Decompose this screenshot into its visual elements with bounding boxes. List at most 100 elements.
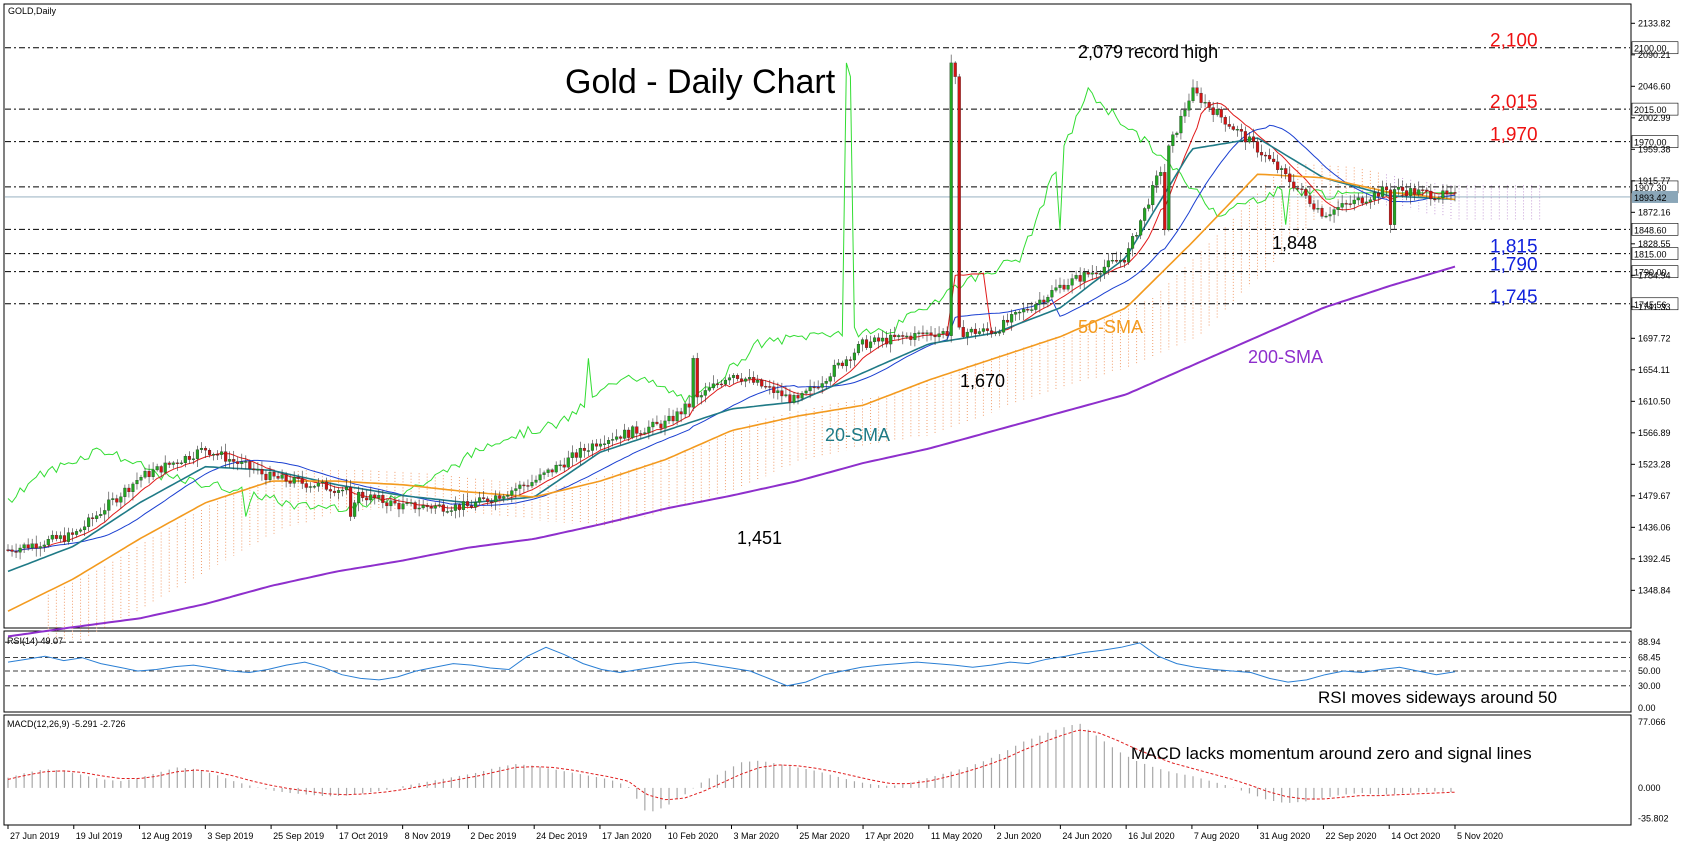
- candle-body: [780, 390, 784, 397]
- candle-body: [1175, 132, 1179, 135]
- candle-body: [1046, 296, 1050, 303]
- candle-body: [510, 490, 514, 496]
- candle-body: [1441, 190, 1445, 199]
- candle-body: [1368, 199, 1372, 203]
- candle-body: [1437, 197, 1441, 200]
- candle-body: [1106, 260, 1110, 268]
- candle-body: [800, 393, 804, 399]
- current-price-tag: 1893.42: [1634, 193, 1667, 203]
- candle-body: [1090, 272, 1094, 275]
- label-sma50: 50-SMA: [1078, 317, 1143, 337]
- candle-body: [340, 489, 345, 492]
- rsi-tick-label: 50.00: [1638, 666, 1661, 676]
- candle-body: [848, 359, 852, 361]
- candle-body: [715, 383, 719, 385]
- candle-body: [1312, 203, 1316, 210]
- candle-body: [292, 477, 296, 484]
- candle-body: [353, 502, 357, 517]
- symbol-label: GOLD,Daily: [8, 6, 57, 16]
- candle-body: [465, 501, 470, 506]
- candle-body: [1251, 136, 1256, 142]
- sma200-line: [7, 265, 1456, 638]
- candle-body: [1114, 259, 1118, 262]
- kijun-line: [7, 124, 1456, 552]
- candle-body: [1118, 259, 1123, 262]
- candle-body: [695, 358, 699, 398]
- candle-body: [675, 411, 679, 422]
- candle-body: [1179, 115, 1183, 134]
- candle-body: [336, 490, 341, 493]
- y-tick-label: 1784.94: [1638, 270, 1671, 280]
- candle-body: [768, 386, 772, 388]
- candle-body: [1284, 168, 1288, 175]
- candle-body: [1344, 203, 1348, 205]
- x-tick-label: 25 Sep 2019: [273, 831, 324, 841]
- x-tick-label: 22 Sep 2020: [1325, 831, 1376, 841]
- candle-body: [397, 503, 401, 510]
- candle-body: [1042, 299, 1046, 303]
- candle-body: [228, 459, 232, 462]
- candle-body: [1006, 319, 1010, 323]
- candle-body: [264, 473, 268, 480]
- candle-body: [1364, 201, 1368, 204]
- candle-body: [1336, 207, 1340, 210]
- candle-body: [643, 432, 647, 434]
- candle-body: [328, 489, 333, 492]
- candle-body: [1372, 192, 1376, 200]
- candle-body: [107, 499, 111, 511]
- sma50-line: [7, 173, 1456, 612]
- candle-body: [1247, 136, 1251, 143]
- x-tick-label: 7 Aug 2020: [1194, 831, 1240, 841]
- candle-body: [1352, 199, 1356, 205]
- candle-body: [1018, 311, 1022, 314]
- candle-body: [1360, 197, 1364, 204]
- candle-body: [570, 452, 574, 458]
- candle-body: [131, 483, 135, 493]
- candle-body: [897, 335, 901, 338]
- candle-body: [183, 456, 187, 464]
- candle-body: [1259, 152, 1264, 156]
- candle-body: [369, 494, 373, 501]
- candle-body: [54, 534, 58, 539]
- macd-annotation: MACD lacks momentum around zero and sign…: [1131, 744, 1532, 763]
- candle-body: [1026, 309, 1030, 311]
- candle-body: [522, 484, 526, 487]
- candle-body: [526, 485, 530, 487]
- candle-body: [26, 544, 30, 549]
- candle-body: [1058, 284, 1062, 288]
- candle-body: [1380, 186, 1384, 197]
- candle-body: [316, 482, 320, 487]
- candle-body: [405, 502, 409, 505]
- candle-body: [699, 395, 703, 398]
- candle-body: [1304, 189, 1308, 196]
- candle-body: [332, 490, 337, 493]
- candle-body: [1215, 109, 1219, 115]
- candle-body: [764, 386, 768, 388]
- candle-body: [744, 378, 748, 382]
- candle-body: [1425, 189, 1429, 192]
- candle-body: [655, 421, 659, 425]
- level-label: 2,100: [1490, 31, 1538, 52]
- candle-body: [115, 498, 119, 503]
- candle-body: [611, 439, 615, 441]
- sma20-line: [7, 137, 1456, 573]
- candle-body: [381, 495, 385, 503]
- level-tag-box: [1631, 102, 1679, 116]
- candle-body: [143, 470, 147, 478]
- candle-body: [957, 76, 961, 328]
- x-tick-label: 17 Oct 2019: [339, 831, 388, 841]
- candle-body: [357, 491, 361, 503]
- candle-body: [683, 403, 687, 415]
- candle-body: [312, 486, 316, 488]
- candle-body: [288, 480, 292, 484]
- candle-body: [401, 503, 405, 510]
- candle-body: [248, 461, 252, 469]
- candle-body: [58, 535, 62, 539]
- candle-body: [103, 510, 107, 515]
- x-tick-label: 3 Mar 2020: [734, 831, 780, 841]
- candle-body: [1078, 275, 1082, 282]
- candle-body: [518, 484, 522, 489]
- candle-body: [95, 515, 99, 519]
- candle-body: [203, 447, 208, 451]
